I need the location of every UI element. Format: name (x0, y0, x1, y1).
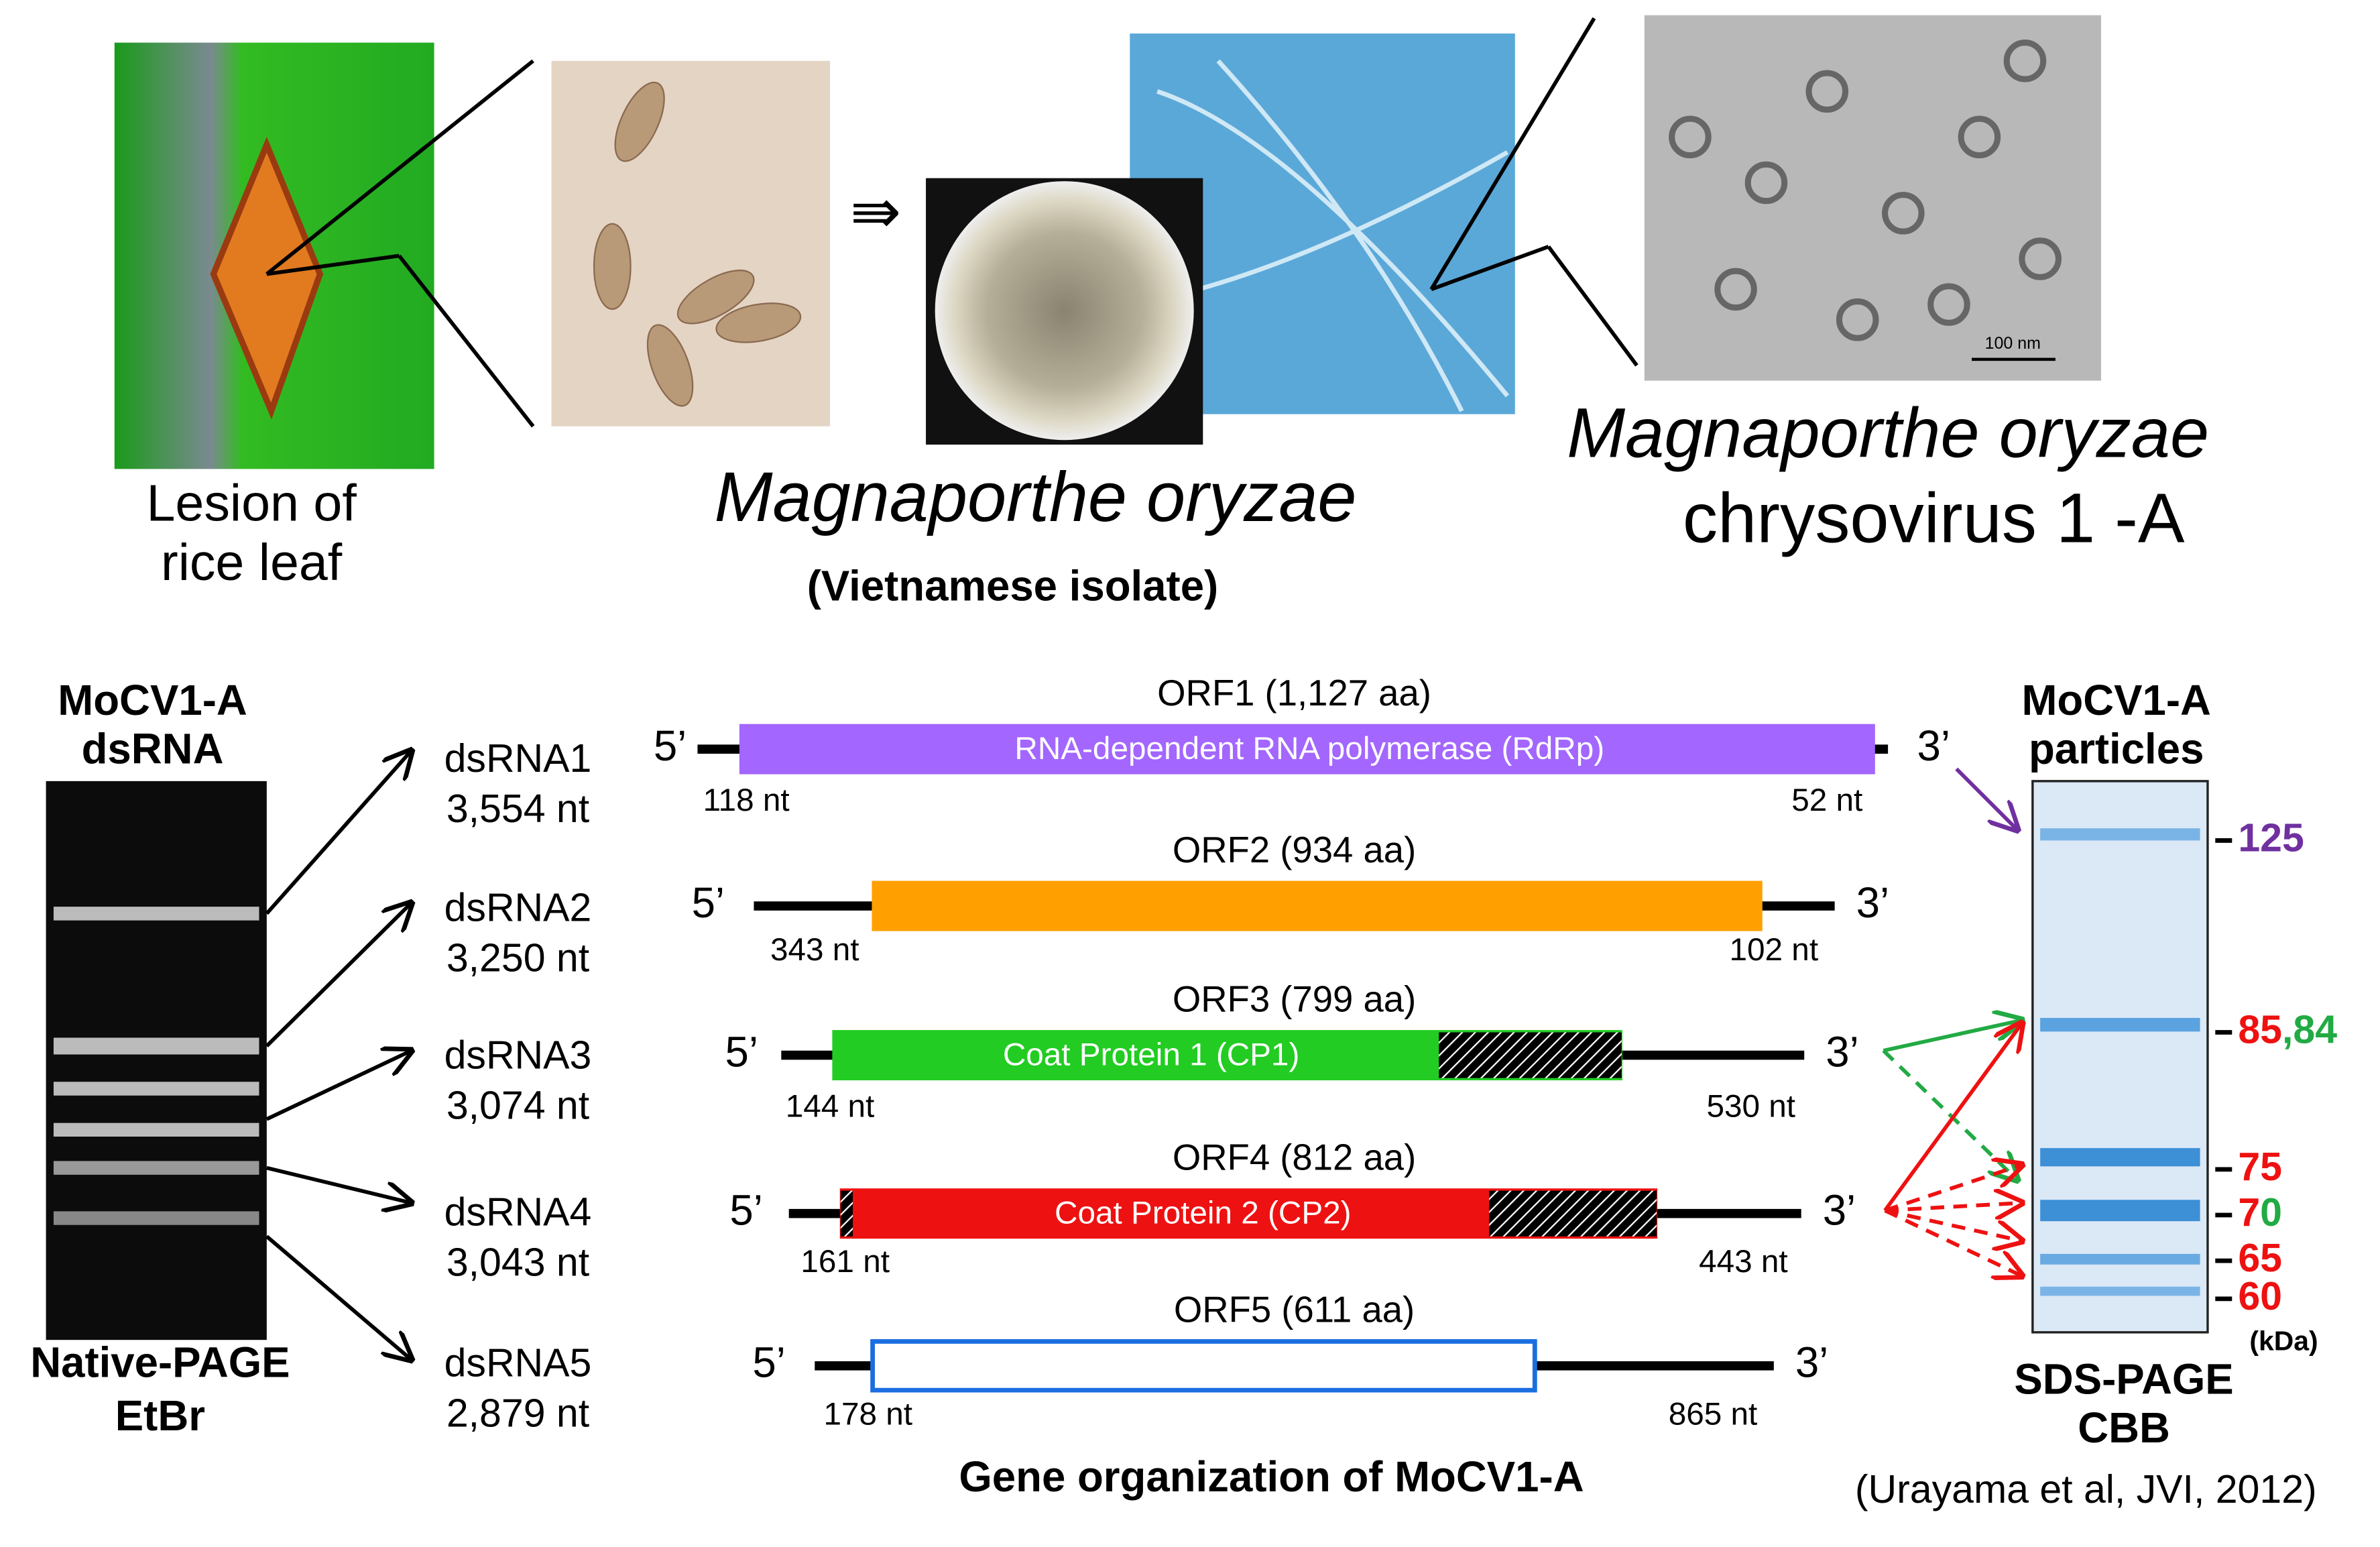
unit: (kDa) (2249, 1326, 2318, 1357)
lesion-label: Lesion of (146, 475, 357, 532)
sds-footer: CBB (2078, 1404, 2170, 1452)
isolate: (Vietnamese isolate) (807, 563, 1219, 610)
arrow-symbol: ⇛ (850, 178, 901, 245)
hatch (1489, 1190, 1657, 1237)
orf-box (870, 1339, 1537, 1393)
marker-label: 65 (2238, 1236, 2282, 1280)
marker-part: 60 (2238, 1273, 2282, 1318)
five-prime: 5’ (692, 879, 725, 927)
segment-length: 3,043 nt (447, 1241, 589, 1285)
utr3-length: 52 nt (1791, 783, 1862, 818)
utr5-length: 343 nt (770, 932, 859, 968)
orf-label: ORF4 (812 aa) (1173, 1137, 1416, 1178)
marker-label: 75 (2238, 1144, 2282, 1188)
protein-label: Coat Protein 1 (CP1) (1003, 1037, 1299, 1072)
hatch (840, 1190, 853, 1237)
orf-box (872, 880, 1763, 931)
utr5-length: 161 nt (800, 1244, 890, 1279)
utr3-length: 102 nt (1730, 932, 1819, 968)
orf-label: ORF2 (934 aa) (1173, 829, 1416, 870)
sds-bands (2040, 828, 2200, 1296)
virions (1669, 40, 2062, 341)
marker-part: 75 (2238, 1144, 2282, 1188)
sds-gel (2031, 780, 2209, 1334)
conidia (593, 81, 802, 407)
hatch (1439, 1032, 1622, 1078)
virus-name: Magnaporthe oryzae (1567, 394, 2209, 473)
segment-arrows (265, 750, 412, 1359)
marker-label: 60 (2238, 1273, 2282, 1318)
segment-length: 3,554 nt (447, 787, 589, 831)
native-gel (46, 781, 267, 1340)
segment-name: dsRNA1 (444, 736, 592, 781)
segment-name: dsRNA2 (444, 885, 592, 929)
three-prime: 3’ (1823, 1187, 1856, 1235)
utr3-length: 443 nt (1699, 1244, 1788, 1279)
citation: (Urayama et al, JVI, 2012) (1855, 1467, 2317, 1511)
utr3-length: 530 nt (1706, 1089, 1795, 1125)
orf-label: ORF1 (1,127 aa) (1157, 673, 1431, 713)
marker-part: 65 (2238, 1236, 2282, 1280)
utr5-length: 144 nt (786, 1089, 875, 1125)
five-prime: 5’ (752, 1339, 785, 1387)
marker-part: 0 (2260, 1190, 2282, 1235)
gel-bands (53, 907, 259, 1225)
protein-label: RNA-dependent RNA polymerase (RdRp) (1014, 731, 1604, 766)
three-prime: 3’ (1917, 722, 1950, 770)
lesion (210, 136, 324, 420)
five-prime: 5’ (654, 722, 687, 770)
lesion-label: rice leaf (161, 534, 343, 591)
fungus-name: Magnaporthe oryzae (715, 458, 1357, 536)
marker-part: 125 (2238, 815, 2304, 860)
utr5-length: 178 nt (823, 1396, 912, 1432)
marker-part: , (2282, 1007, 2293, 1051)
five-prime: 5’ (729, 1187, 762, 1235)
marker-part: 85 (2238, 1007, 2282, 1051)
three-prime: 3’ (1826, 1028, 1858, 1076)
segment-length: 3,250 nt (447, 935, 589, 980)
orf-box (739, 724, 1875, 775)
segment-length: 3,074 nt (447, 1084, 589, 1128)
marker-part: 84 (2293, 1007, 2337, 1051)
utr5-length: 118 nt (703, 783, 790, 818)
sds-title: MoCV1-A (2021, 677, 2211, 724)
marker-label: 85,84 (2238, 1007, 2337, 1051)
orf-label: ORF3 (799 aa) (1173, 978, 1416, 1019)
segment-name: dsRNA4 (444, 1190, 592, 1235)
gel-footer: Native-PAGE (30, 1339, 290, 1387)
gel-title: dsRNA (82, 726, 224, 773)
marker-label: 70 (2238, 1190, 2282, 1235)
petri-dish (935, 181, 1194, 441)
utr3-length: 865 nt (1669, 1396, 1758, 1432)
protein-label: Coat Protein 2 (CP2) (1055, 1196, 1351, 1231)
gene-title: Gene organization of MoCV1-A (959, 1453, 1584, 1501)
orf-label: ORF5 (611 aa) (1174, 1290, 1415, 1330)
five-prime: 5’ (725, 1028, 758, 1076)
marker-part: 7 (2238, 1190, 2260, 1235)
scale-bar-label: 100 nm (1985, 334, 2041, 353)
sds-title: particles (2029, 726, 2204, 773)
marker-label: 125 (2238, 815, 2304, 860)
virus-name: chrysovirus 1 -A (1683, 479, 2185, 558)
segment-name: dsRNA5 (444, 1340, 592, 1385)
sds-footer: SDS-PAGE (2014, 1356, 2233, 1403)
segment-length: 2,879 nt (447, 1391, 589, 1435)
gel-footer: EtBr (115, 1392, 205, 1440)
three-prime: 3’ (1795, 1339, 1828, 1387)
segment-name: dsRNA3 (444, 1033, 592, 1078)
assignment-arrows (1882, 767, 2022, 1276)
three-prime: 3’ (1856, 879, 1889, 927)
gel-title: MoCV1-A (58, 677, 247, 724)
zoom-lines (265, 17, 1639, 428)
